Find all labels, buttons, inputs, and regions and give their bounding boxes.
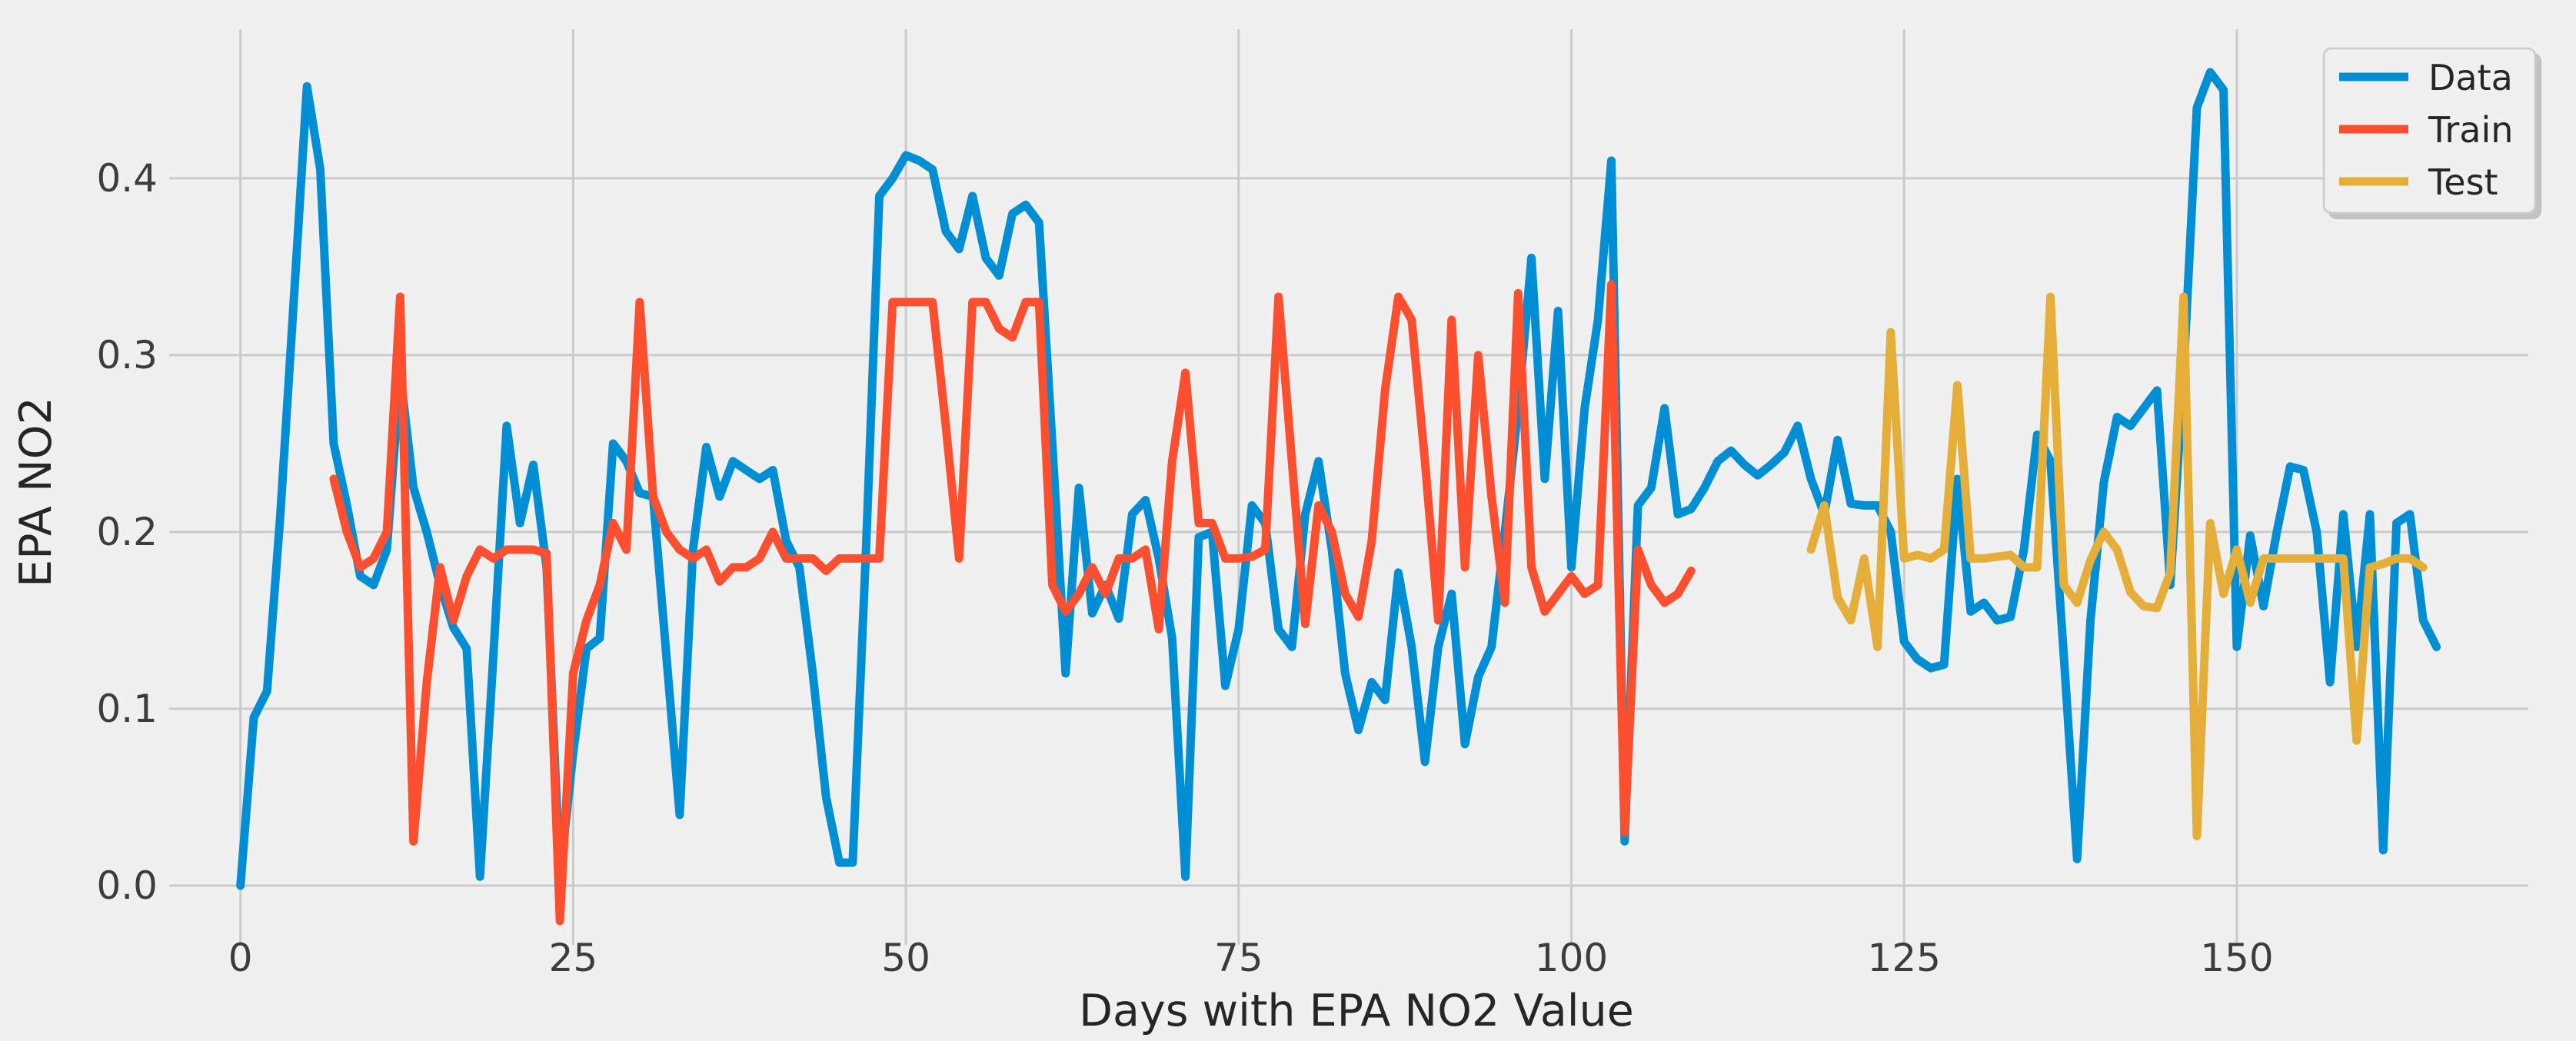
y-tick-label: 0.2 — [96, 510, 158, 554]
y-tick-label: 0.3 — [96, 333, 158, 377]
x-tick-label: 25 — [549, 936, 598, 980]
x-tick-label: 75 — [1214, 936, 1263, 980]
test-series-line — [1806, 292, 2428, 840]
y-tick-label: 0.1 — [96, 687, 158, 731]
series-lines — [236, 68, 2441, 926]
y-tick-label: 0.0 — [96, 863, 158, 908]
train-series-line — [329, 280, 1696, 926]
legend-label-train: Train — [2428, 109, 2513, 151]
legend-item-train: Train — [2339, 109, 2513, 151]
x-axis-tick-labels: 0 25 50 75 100 125 150 — [228, 936, 2274, 980]
legend-item-data: Data — [2339, 57, 2513, 98]
x-tick-label: 0 — [228, 936, 253, 980]
legend: Data Train Test — [2322, 47, 2537, 215]
y-tick-label: 0.4 — [96, 156, 158, 201]
x-tick-label: 50 — [881, 936, 930, 980]
y-axis-label: EPA NO2 — [11, 397, 62, 587]
x-tick-label: 125 — [1868, 936, 1941, 980]
legend-item-test: Test — [2339, 161, 2498, 203]
legend-label-data: Data — [2428, 57, 2513, 98]
y-axis-tick-labels: 0.0 0.1 0.2 0.3 0.4 — [96, 156, 158, 908]
legend-box — [2322, 47, 2537, 215]
x-axis-label: Days with EPA NO2 Value — [1079, 986, 1634, 1036]
x-tick-label: 100 — [1535, 936, 1608, 980]
legend-label-test: Test — [2428, 161, 2498, 203]
x-tick-label: 150 — [2200, 936, 2273, 980]
axis-tick-marks — [169, 177, 2238, 945]
